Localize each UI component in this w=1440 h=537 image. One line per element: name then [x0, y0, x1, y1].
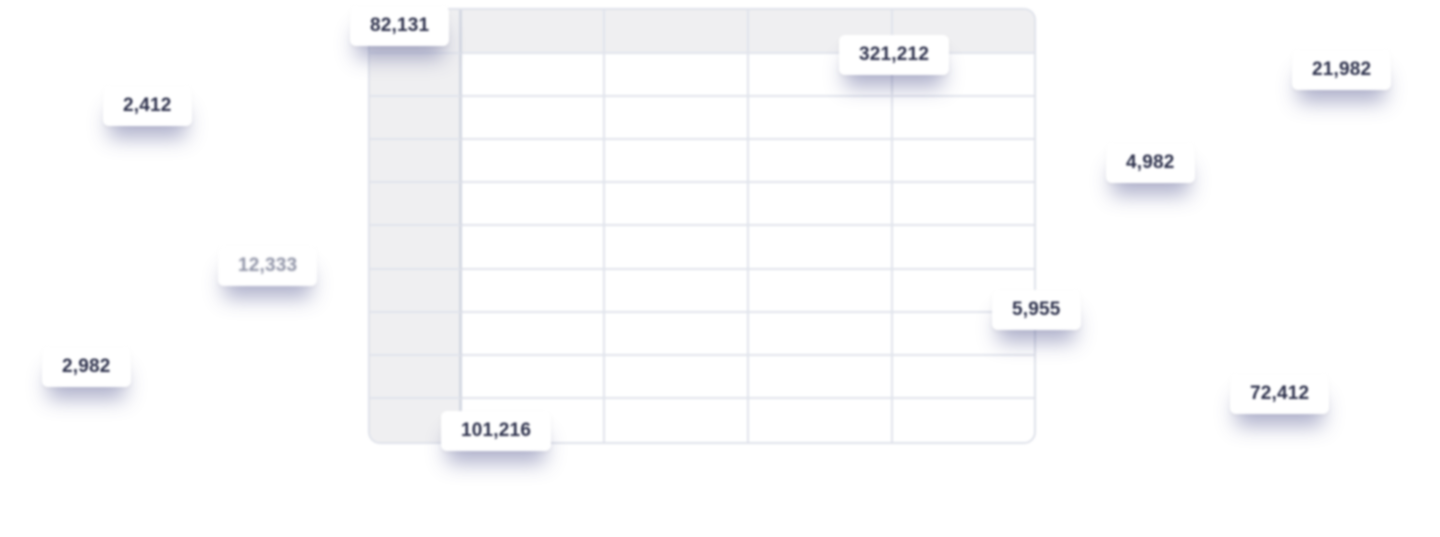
grid-cell [605, 140, 749, 184]
number-tag: 321,212 [839, 35, 950, 75]
grid-cell [462, 355, 605, 399]
grid-cell [462, 398, 605, 442]
grid-row-header-cell [370, 312, 462, 356]
grid-cell [749, 226, 893, 270]
grid-cell [462, 226, 605, 270]
grid-cell [605, 312, 749, 356]
grid-row-header-cell [370, 54, 462, 98]
grid-header-cell [462, 10, 605, 54]
grid-cell [893, 399, 1034, 442]
number-tag: 2,412 [103, 86, 192, 126]
grid-cell [605, 97, 749, 141]
grid-row-header-cell [370, 140, 462, 184]
grid-row-header-cell [370, 355, 462, 399]
grid-cell [749, 355, 893, 399]
grid-cell [893, 270, 1034, 313]
grid-cell [749, 398, 893, 442]
grid-cell [749, 269, 893, 313]
grid-cell [893, 183, 1034, 227]
grid-cell [893, 313, 1034, 356]
grid-row-header-cell [370, 97, 462, 141]
number-tag: 4,982 [1106, 143, 1195, 183]
grid-cell [605, 226, 749, 270]
grid-cell [462, 183, 605, 227]
grid-cell [462, 269, 605, 313]
grid-cell [605, 355, 749, 399]
number-tag: 82,131 [350, 6, 450, 46]
grid-cell [605, 269, 749, 313]
grid-cell [462, 54, 605, 98]
grid-cell [462, 97, 605, 141]
grid-header-cell [605, 10, 749, 54]
number-tag: 12,333 [218, 246, 318, 286]
grid-cell [893, 140, 1034, 184]
grid-cell [893, 97, 1034, 141]
grid-cell [749, 183, 893, 227]
grid-cell [749, 140, 893, 184]
grid-cell [605, 54, 749, 98]
grid-cell [605, 183, 749, 227]
grid-cell [749, 54, 893, 98]
number-tag: 101,216 [441, 411, 552, 451]
spreadsheet-grid [368, 8, 1036, 444]
grid-cell [749, 97, 893, 141]
grid-cell [749, 312, 893, 356]
grid-cell [893, 54, 1034, 98]
grid-cell [605, 398, 749, 442]
grid-row-header-cell [370, 226, 462, 270]
number-tag: 21,982 [1292, 50, 1392, 90]
number-tag: 5,955 [992, 290, 1081, 330]
grid-cell [462, 140, 605, 184]
grid-row-header-cell [370, 183, 462, 227]
grid-row-header-cell [370, 269, 462, 313]
grid-cell [462, 312, 605, 356]
number-tag: 2,982 [42, 347, 131, 387]
grid-cell [893, 226, 1034, 270]
number-tag: 72,412 [1230, 374, 1330, 414]
grid-cell [893, 356, 1034, 399]
